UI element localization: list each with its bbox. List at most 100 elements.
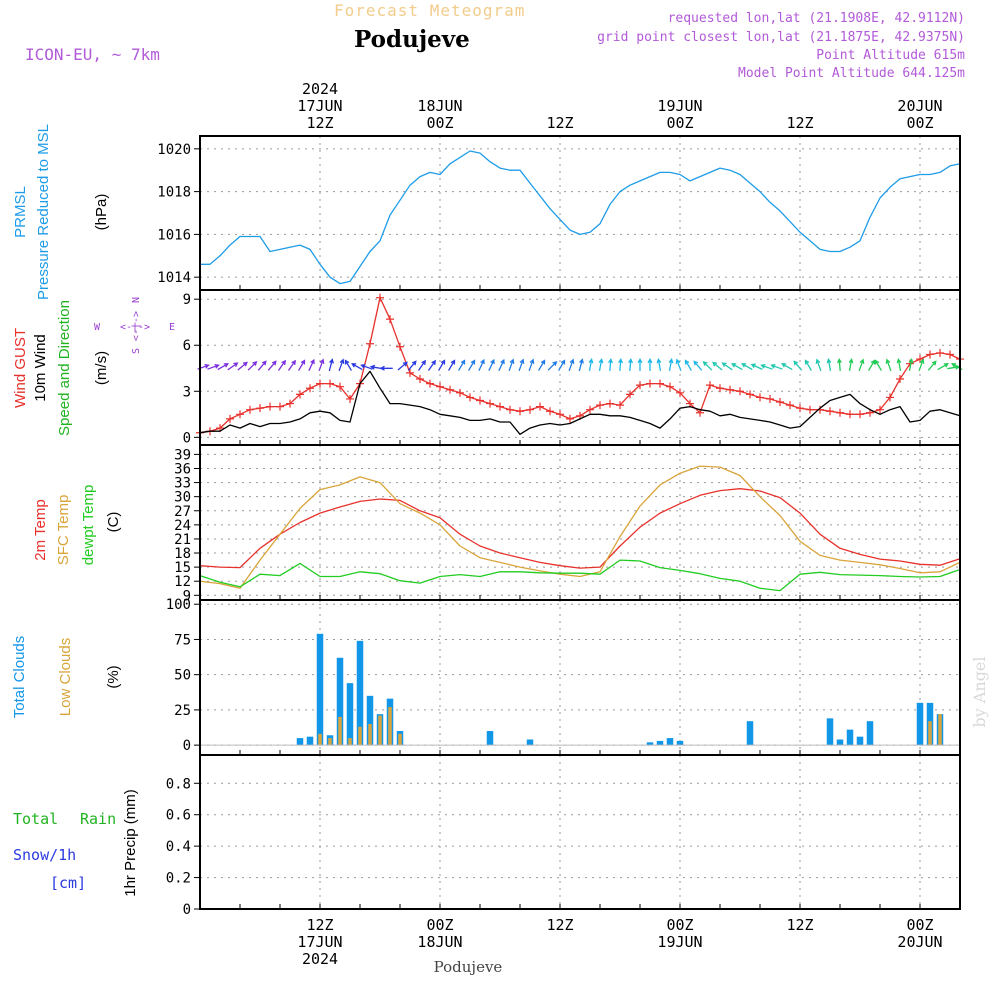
temp-2m-line: [199, 479, 961, 569]
wind-gust-marker: [366, 339, 374, 348]
wind-direction-arrow: [675, 358, 682, 372]
total-cloud-bar: [316, 633, 324, 746]
wind-gust-marker: [626, 390, 634, 399]
top-time-label: 18JUN: [417, 97, 462, 115]
wind-direction-arrow: [637, 357, 643, 371]
precip-frame: [199, 754, 961, 910]
total-cloud-bar: [646, 742, 654, 746]
clouds-ytick-label: 0: [183, 738, 191, 754]
temp-label-sfc: SFC Temp: [55, 495, 72, 566]
wind-gust-marker: [346, 394, 354, 403]
product-title: Forecast Meteogram: [334, 1, 525, 20]
wind-direction-arrow: [781, 363, 793, 371]
wind-gust-marker: [606, 399, 614, 408]
wind-direction-arrow: [588, 358, 594, 372]
wind-direction-arrow: [927, 360, 937, 371]
wind-direction-arrow: [448, 359, 456, 371]
low-cloud-bar: [328, 738, 332, 746]
wind-direction-arrow: [693, 360, 703, 371]
wind-rose-n: N: [131, 297, 142, 303]
footer-station-name: Podujeve: [434, 958, 503, 976]
wind-gust-marker: [476, 396, 484, 405]
wind-gust-marker: [586, 405, 594, 414]
precip-label-unit: 1hr Precip (mm): [122, 789, 139, 897]
wind-direction-arrow: [702, 360, 713, 371]
wind-rose-w: W: [94, 322, 101, 333]
total-cloud-bar: [336, 657, 344, 746]
clouds-ytick-label: 75: [174, 632, 191, 648]
pressure-panel-labels: PRMSL Pressure Reduced to MSL (hPa): [12, 124, 110, 300]
total-cloud-bar: [296, 738, 304, 746]
wind-gust-marker: [296, 390, 304, 399]
wind-gust-marker: [516, 407, 524, 416]
model-name: ICON-EU, ~ 7km: [25, 45, 160, 64]
wind-gust-marker: [616, 401, 624, 410]
wind-gust-marker: [326, 379, 334, 388]
precip-panel-labels: Total Rain Snow/1h [cm] 1hr Precip (mm): [13, 789, 139, 897]
wind-direction-arrow: [528, 358, 535, 372]
total-cloud-bar: [486, 731, 494, 746]
wind-gust-marker: [306, 384, 314, 393]
pressure-label-unit: (hPa): [93, 194, 110, 231]
wind-direction-arrow: [538, 359, 546, 371]
wind-direction-arrow: [508, 358, 515, 372]
low-cloud-bar: [938, 714, 942, 746]
low-cloud-bar: [338, 716, 342, 746]
top-time-label: 12Z: [546, 114, 573, 132]
pressure-panel: 1014 1016 1018 1020: [157, 135, 961, 291]
wind-direction-arrow: [848, 358, 854, 372]
low-cloud-bar: [378, 715, 382, 746]
total-cloud-bar: [826, 718, 834, 746]
point-altitude: Point Altitude 615m: [816, 48, 965, 63]
wind-gust-marker: [426, 379, 434, 388]
wind-direction-arrow: [360, 363, 373, 370]
cloud-label-total: Total Clouds: [11, 636, 28, 719]
time-label: 20JUN: [897, 933, 942, 951]
wind-gust-marker: [886, 393, 894, 402]
low-cloud-bar: [928, 721, 932, 746]
wind-direction-arrow: [908, 358, 914, 372]
wind-direction-arrow: [628, 357, 633, 372]
wind-gust-marker: [676, 388, 684, 397]
wind-direction-arrow: [712, 361, 723, 371]
model-altitude: Model Point Altitude 644.125m: [738, 66, 965, 81]
wind-direction-arrow: [918, 358, 925, 372]
wind-gust-marker: [376, 293, 384, 302]
wind-direction-arrow: [804, 359, 812, 371]
precip-ytick-label: 0.2: [166, 871, 191, 887]
wind-direction-arrow: [684, 359, 692, 371]
wind-gust-marker: [546, 407, 554, 416]
time-label: 12Z: [786, 916, 813, 934]
precip-label-snow: Snow/1h: [13, 846, 76, 864]
wind-gust-marker: [766, 394, 774, 403]
total-cloud-bar: [526, 739, 534, 746]
clouds-frame: [199, 599, 961, 756]
wind-direction-arrow: [656, 358, 662, 372]
total-cloud-bar: [846, 729, 854, 746]
wind-gust-marker: [716, 384, 724, 393]
low-cloud-bar: [318, 733, 322, 746]
wind-direction-arrow: [328, 358, 334, 372]
wind-direction-arrow: [647, 357, 653, 371]
wind-gust-marker: [226, 414, 234, 423]
wind-direction-arrow: [417, 359, 426, 371]
wind-direction-arrow: [217, 363, 229, 371]
wind-gust-marker: [446, 385, 454, 394]
wind-label-unit: (m/s): [93, 351, 110, 385]
precip-panel: 0 0.2 0.4 0.6 0.8: [166, 754, 961, 918]
clouds-ytick-label: 100: [166, 597, 191, 613]
total-cloud-bar: [306, 736, 314, 746]
temperature-ytick-label: 18: [174, 546, 191, 562]
temp-label-dewpoint: dewpt Temp: [80, 485, 97, 566]
temperature-ytick-label: 27: [174, 504, 191, 520]
wind-gust-marker: [246, 405, 254, 414]
wind-gust-marker: [406, 368, 414, 377]
wind-gust-marker: [656, 379, 664, 388]
total-cloud-bar: [356, 640, 364, 746]
wind-direction-arrow: [247, 360, 258, 371]
precip-ytick-label: 0.6: [166, 808, 191, 824]
wind-direction-arrow: [344, 359, 352, 371]
time-label: 18JUN: [417, 933, 462, 951]
